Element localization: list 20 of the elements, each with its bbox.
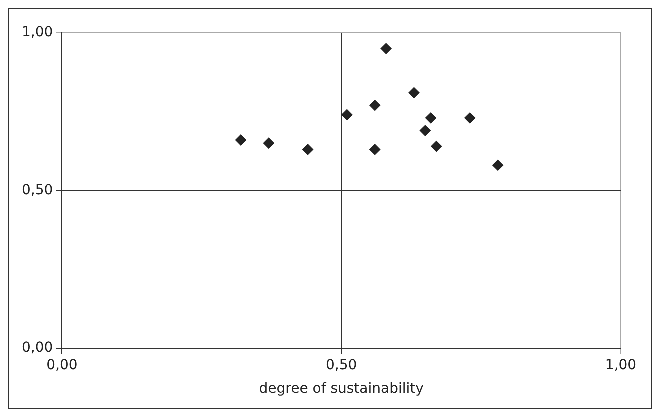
y-tick-label: 1,00 [22, 24, 54, 41]
point [235, 134, 246, 146]
point [380, 43, 392, 54]
point [370, 100, 381, 112]
point [420, 125, 431, 136]
y-tick-label: 0,00 [22, 340, 54, 356]
point [342, 110, 353, 121]
point [426, 112, 436, 124]
point [263, 138, 274, 149]
point [302, 144, 314, 156]
y-tick-label: 0,50 [22, 182, 54, 198]
x-tick-label: 0,00 [46, 357, 78, 374]
point [431, 141, 442, 152]
point [492, 160, 504, 171]
x-axis-title: degree of sustainability [259, 381, 424, 398]
point [408, 87, 420, 98]
point [370, 144, 381, 156]
point [464, 112, 476, 124]
x-tick-label: 1,00 [605, 357, 637, 374]
x-tick-label: 0,50 [326, 357, 358, 374]
